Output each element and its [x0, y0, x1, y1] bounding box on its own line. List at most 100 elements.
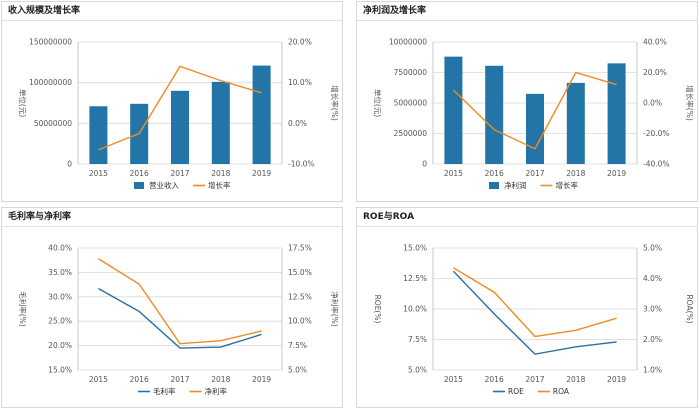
legend-label: 营业收入	[149, 180, 179, 190]
left-tick-label: 50000000	[34, 119, 72, 128]
left-tick-label: 0	[422, 160, 427, 169]
x-tick-label: 2016	[130, 169, 149, 178]
bar	[89, 106, 108, 164]
right-axis-title: ROA(%)	[685, 294, 694, 323]
panel-title: ROE与ROA	[357, 208, 697, 227]
left-tick-label: 7500000	[394, 68, 428, 77]
x-tick-label: 2015	[444, 169, 463, 178]
roe-roa-chart-panel: ROE与ROA 5.0% 1.0% 7.5% 2.0% 10.0% 3.0% 12.5% 4.…	[356, 207, 698, 408]
bar	[171, 90, 189, 164]
right-axis-title: 增长率(%)	[330, 85, 340, 121]
legend-label: ROA	[553, 387, 570, 396]
x-tick-label: 2018	[211, 169, 230, 178]
x-tick-label: 2017	[525, 169, 544, 178]
left-tick-label: 15.0%	[48, 366, 72, 375]
right-tick-label: 1.0%	[643, 366, 662, 375]
left-tick-label: 2500000	[394, 129, 428, 138]
bar	[252, 65, 271, 164]
x-tick-label: 2016	[130, 375, 149, 384]
left-tick-label: 100000000	[29, 78, 72, 87]
net-profit-chart-panel: 净利润及增长率 0 -40.0% 2500000 -20.0% 5000000 0.0% 7…	[356, 1, 698, 202]
right-tick-label: -10.0%	[288, 160, 315, 169]
x-tick-label: 2017	[170, 169, 189, 178]
right-tick-label: 5.0%	[643, 244, 662, 253]
revenue-chart: 0 -10.0% 50000000 0.0% 100000000 10.0% 1500000…	[18, 38, 340, 191]
left-tick-label: 7.5%	[408, 335, 427, 344]
left-axis-title: 单位(元)	[18, 89, 28, 117]
right-tick-label: 4.0%	[643, 274, 662, 283]
right-axis-title: 增长率(%)	[685, 85, 695, 121]
x-tick-label: 2017	[525, 375, 544, 384]
right-tick-label: -20.0%	[643, 129, 670, 138]
left-tick-label: 30.0%	[48, 292, 72, 301]
legend-label: 净利率	[205, 386, 228, 396]
legend-swatch	[489, 182, 499, 189]
left-tick-label: 40.0%	[48, 244, 72, 253]
right-tick-label: 0.0%	[643, 99, 662, 108]
panel-title: 净利润及增长率	[357, 2, 697, 21]
right-tick-label: 20.0%	[288, 38, 312, 47]
left-tick-label: 12.5%	[403, 274, 427, 283]
left-axis-title: 毛利率(%)	[18, 291, 28, 327]
series-line	[452, 270, 617, 355]
x-tick-label: 2019	[252, 375, 271, 384]
left-tick-label: 10000000	[389, 38, 427, 47]
left-tick-label: 10.0%	[403, 305, 427, 314]
bar	[211, 81, 230, 164]
bar	[485, 65, 504, 164]
margin-chart: 15.0% 5.0% 20.0% 7.5% 25.0% 10.0% 30.0% 12.5% 35…	[18, 244, 340, 397]
legend-label: 毛利率	[153, 386, 176, 396]
right-tick-label: 10.0%	[288, 317, 312, 326]
right-tick-label: 3.0%	[643, 305, 662, 314]
bar	[566, 82, 585, 164]
x-tick-label: 2019	[607, 375, 626, 384]
legend-label: 净利润	[504, 180, 527, 190]
x-tick-label: 2015	[444, 375, 463, 384]
right-tick-label: 40.0%	[643, 38, 667, 47]
left-tick-label: 20.0%	[48, 341, 72, 350]
x-tick-label: 2017	[170, 375, 189, 384]
legend-label: 增长率	[208, 180, 231, 190]
left-tick-label: 35.0%	[48, 268, 72, 277]
bar	[444, 56, 463, 164]
series-line	[98, 258, 262, 345]
left-tick-label: 5000000	[394, 99, 428, 108]
x-tick-label: 2016	[485, 169, 504, 178]
x-tick-label: 2018	[211, 375, 230, 384]
bar	[607, 63, 626, 164]
right-tick-label: 10.0%	[288, 78, 312, 87]
left-tick-label: 150000000	[29, 38, 72, 47]
right-tick-label: 7.5%	[288, 341, 307, 350]
right-tick-label: 0.0%	[288, 119, 307, 128]
right-tick-label: 12.5%	[288, 292, 312, 301]
x-tick-label: 2016	[485, 375, 504, 384]
right-tick-label: 15.0%	[288, 268, 312, 277]
x-tick-label: 2019	[607, 169, 626, 178]
margin-chart-panel: 毛利率与净利率 15.0% 5.0% 20.0% 7.5% 25.0% 10.0% 30.0…	[1, 207, 343, 408]
bar	[526, 93, 544, 164]
left-axis-title: ROE(%)	[373, 295, 382, 324]
series-line	[98, 287, 262, 349]
right-tick-label: 17.5%	[288, 244, 312, 253]
left-axis-title: 单位(元)	[373, 89, 383, 117]
right-tick-label: 2.0%	[643, 335, 662, 344]
right-tick-label: -40.0%	[643, 160, 670, 169]
x-tick-label: 2018	[566, 375, 585, 384]
right-tick-label: 20.0%	[643, 68, 667, 77]
revenue-chart-panel: 收入规模及增长率 0 -10.0% 50000000 0.0% 100000000 10.…	[1, 1, 343, 202]
x-tick-label: 2019	[252, 169, 271, 178]
right-axis-title: 净利率(%)	[330, 291, 340, 327]
x-tick-label: 2015	[89, 375, 108, 384]
x-tick-label: 2015	[89, 169, 108, 178]
legend-label: ROE	[508, 387, 524, 396]
x-tick-label: 2018	[566, 169, 585, 178]
legend-swatch	[134, 182, 144, 189]
left-tick-label: 5.0%	[408, 366, 427, 375]
net-profit-chart: 0 -40.0% 2500000 -20.0% 5000000 0.0% 7500000 20…	[373, 38, 695, 191]
left-tick-label: 0	[67, 160, 72, 169]
legend-label: 增长率	[556, 180, 579, 190]
right-tick-label: 5.0%	[288, 366, 307, 375]
panel-title: 毛利率与净利率	[2, 208, 342, 227]
roe-roa-chart: 5.0% 1.0% 7.5% 2.0% 10.0% 3.0% 12.5% 4.0% 15.0% 5…	[373, 244, 694, 397]
left-tick-label: 15.0%	[403, 244, 427, 253]
